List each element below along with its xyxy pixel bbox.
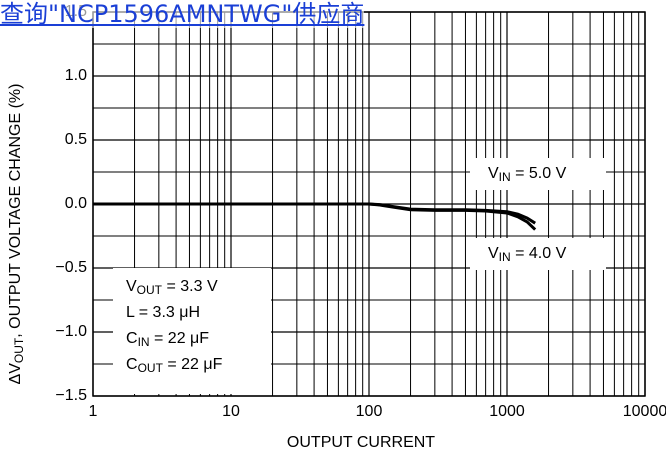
x-tick-label: 100 bbox=[356, 403, 383, 420]
annotation-box bbox=[113, 268, 271, 394]
annotation: VIN = 5.0 V bbox=[488, 165, 567, 184]
annotation-box bbox=[470, 238, 606, 270]
subscript: OUT bbox=[12, 337, 26, 363]
text-part: = 4.0 V bbox=[511, 245, 567, 262]
subscript: IN bbox=[499, 250, 511, 264]
supplier-link[interactable]: 查询"NCP1596AMNTWG"供应商 bbox=[0, 0, 365, 28]
annotation: L = 3.3 μH bbox=[126, 304, 200, 321]
text-part: , OUTPUT VOLTAGE CHANGE (%) bbox=[7, 84, 24, 338]
subscript: IN bbox=[499, 170, 511, 184]
y-tick-label: −1.0 bbox=[55, 323, 87, 340]
y-tick-label: 0.5 bbox=[65, 131, 87, 148]
subscript: OUT bbox=[137, 283, 163, 297]
text-part: = 5.0 V bbox=[511, 165, 567, 182]
text-part: V bbox=[488, 245, 499, 262]
text-part: = 22 μF bbox=[163, 356, 223, 373]
text-part: C bbox=[126, 356, 138, 373]
y-tick-label: −1.5 bbox=[55, 387, 87, 404]
text-part: = 22 μF bbox=[150, 330, 210, 347]
annotation: CIN = 22 μF bbox=[126, 330, 209, 349]
annotation: COUT = 22 μF bbox=[126, 356, 223, 375]
annotation: VOUT = 3.3 V bbox=[126, 278, 218, 297]
x-tick-label: 1 bbox=[89, 403, 98, 420]
y-tick-label: 1.0 bbox=[65, 67, 87, 84]
text-part: V bbox=[488, 165, 499, 182]
y-tick-label: 0.0 bbox=[65, 195, 87, 212]
subscript: OUT bbox=[138, 361, 164, 375]
annotation-box bbox=[470, 158, 606, 190]
y-axis-label: ΔVOUT, OUTPUT VOLTAGE CHANGE (%) bbox=[7, 84, 26, 385]
x-tick-label: 10 bbox=[222, 403, 240, 420]
series-line bbox=[93, 202, 537, 231]
text-part: ΔV bbox=[7, 363, 24, 385]
text-part: L = 3.3 μH bbox=[126, 304, 200, 321]
subscript: IN bbox=[138, 335, 150, 349]
text-part: = 3.3 V bbox=[162, 278, 218, 295]
annotation: VIN = 4.0 V bbox=[488, 245, 567, 264]
text-part: C bbox=[126, 330, 138, 347]
x-tick-label: 10000 bbox=[623, 403, 666, 420]
text-part: V bbox=[126, 278, 137, 295]
x-axis-label: OUTPUT CURRENT bbox=[287, 434, 435, 451]
y-tick-label: −0.5 bbox=[55, 259, 87, 276]
x-tick-label: 1000 bbox=[489, 403, 525, 420]
